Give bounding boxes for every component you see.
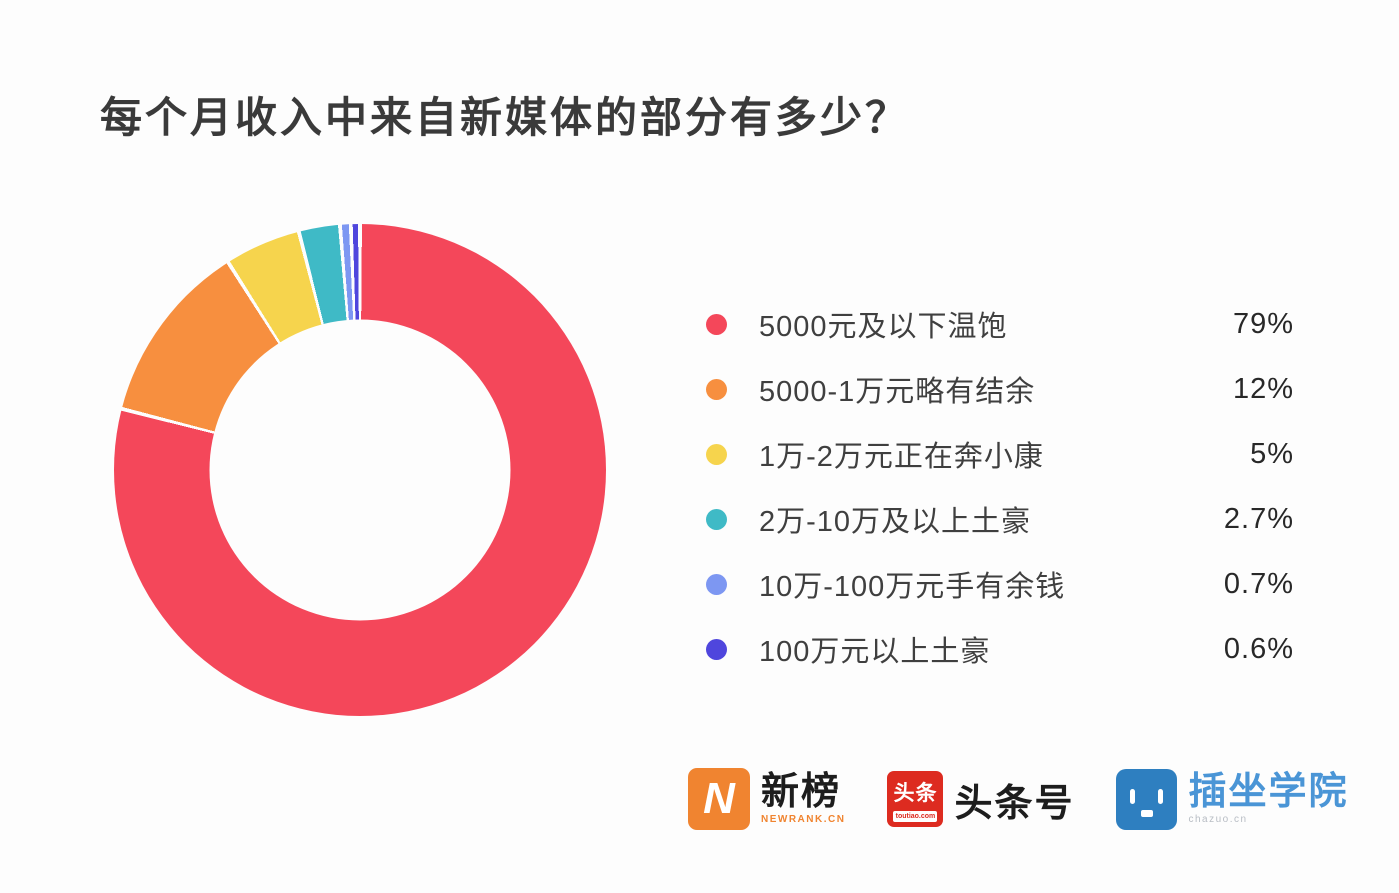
chazuo-logo-text: 插坐学院 (1188, 771, 1349, 813)
toutiao-logo-icon: 头条 toutiao.com (887, 771, 944, 827)
newrank-logo-text: 新榜 (761, 771, 842, 813)
legend-dot (706, 313, 727, 335)
toutiao-icon-url: toutiao.com (893, 811, 938, 822)
legend-label: 100万元以上土豪 (759, 636, 991, 668)
toutiao-logo-text: 头条号 (954, 782, 1075, 825)
legend-item: 5000-1万元略有结余 12% (706, 367, 1294, 411)
chazuo-robot-eye-left (1130, 788, 1136, 804)
donut-chart (114, 224, 606, 716)
legend-item: 100万元以上土豪 0.6% (706, 627, 1294, 671)
newrank-icon-letter: N (703, 774, 735, 823)
chazuo-robot-eye-right (1158, 788, 1164, 804)
legend-dot (706, 573, 727, 595)
legend-item: 5000元及以下温饱 79% (706, 302, 1294, 346)
legend-percentage: 2.7% (1223, 502, 1294, 535)
legend-percentage: 12% (1232, 372, 1294, 405)
legend-item: 10万-100万元手有余钱 0.7% (706, 562, 1294, 606)
legend-dot (706, 443, 727, 465)
legend-percentage: 0.7% (1223, 567, 1294, 600)
legend-dot (706, 508, 727, 530)
legend-label: 1万-2万元正在奔小康 (759, 441, 1044, 473)
footer-logos: N 新榜 NEWRANK.CN 头条 toutiao.com 头条号 插坐学院 … (688, 768, 1348, 830)
toutiao-logo: 头条 toutiao.com 头条号 (887, 771, 1074, 827)
newrank-logo-url: NEWRANK.CN (761, 814, 846, 825)
legend-dot (706, 638, 727, 660)
legend-percentage: 5% (1250, 437, 1294, 470)
newrank-logo-icon: N (688, 768, 750, 830)
legend-label: 2万-10万及以上土豪 (759, 506, 1032, 538)
donut-hole (209, 319, 511, 621)
legend-percentage: 79% (1232, 307, 1294, 340)
legend-label: 5000元及以下温饱 (759, 311, 1008, 343)
legend: 5000元及以下温饱 79% 5000-1万元略有结余 12% 1万-2万元正在奔小康 5… (706, 302, 1294, 692)
chazuo-robot-mouth (1140, 809, 1153, 817)
legend-percentage: 0.6% (1223, 632, 1294, 665)
chazuo-logo: 插坐学院 chazuo.cn (1116, 768, 1349, 830)
chazuo-logo-url: chazuo.cn (1188, 814, 1248, 825)
chazuo-logo-icon (1116, 768, 1178, 830)
legend-item: 1万-2万元正在奔小康 5% (706, 432, 1294, 476)
legend-label: 5000-1万元略有结余 (759, 376, 1036, 408)
toutiao-icon-text: 头条 (893, 782, 938, 805)
chart-title: 每个月收入中来自新媒体的部分有多少？ (100, 94, 911, 141)
newrank-logo: N 新榜 NEWRANK.CN (688, 768, 845, 830)
legend-label: 10万-100万元手有余钱 (759, 571, 1066, 603)
legend-item: 2万-10万及以上土豪 2.7% (706, 497, 1294, 541)
legend-dot (706, 378, 727, 400)
